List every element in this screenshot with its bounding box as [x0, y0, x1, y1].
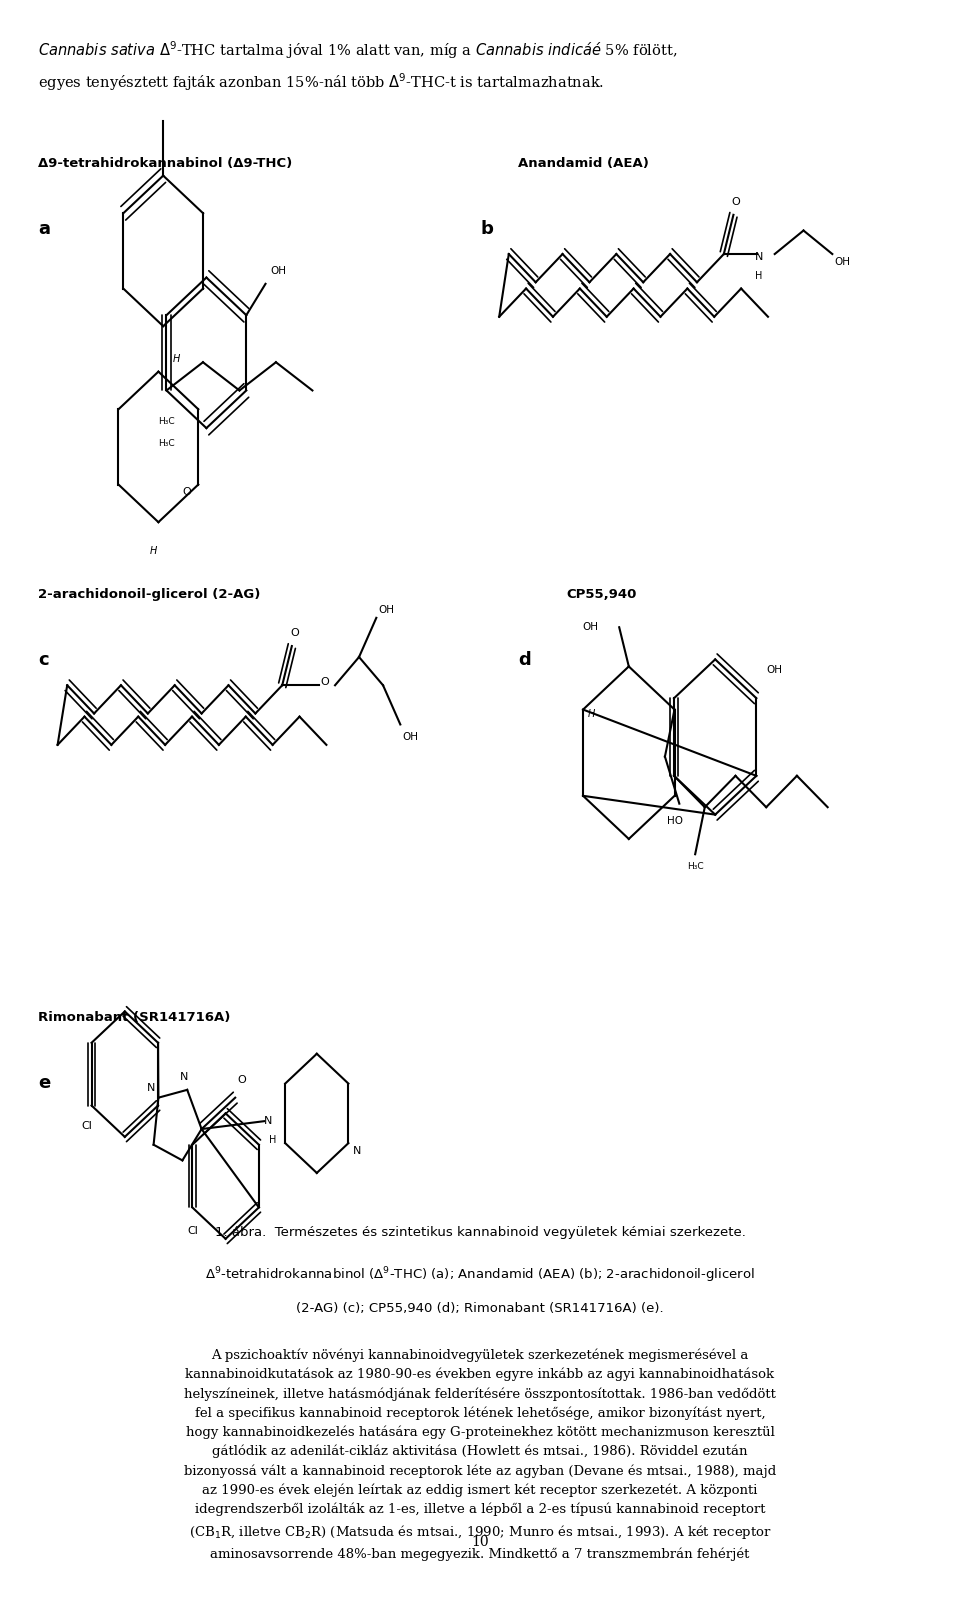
Text: 2-arachidonoil-glicerol (2-AG): 2-arachidonoil-glicerol (2-AG) [38, 588, 261, 601]
Text: CP55,940: CP55,940 [566, 588, 636, 601]
Text: OH: OH [378, 604, 395, 615]
Text: OH: OH [582, 622, 598, 632]
Text: e: e [38, 1073, 51, 1093]
Text: N: N [180, 1072, 188, 1082]
Text: A pszichoaktív növényi kannabinoidvegyületek szerkezetének megismerésével a
kann: A pszichoaktív növényi kannabinoidvegyül… [184, 1348, 776, 1560]
Text: H₃C: H₃C [686, 861, 704, 871]
Text: H: H [588, 709, 595, 720]
Text: Anandamid (AEA): Anandamid (AEA) [518, 157, 649, 170]
Text: H: H [173, 354, 180, 365]
Text: O: O [182, 487, 191, 498]
Text: N: N [353, 1146, 362, 1155]
Text: H₃C: H₃C [157, 439, 175, 448]
Text: c: c [38, 651, 49, 669]
Text: N: N [147, 1083, 155, 1093]
Text: O: O [321, 677, 329, 688]
Text: OH: OH [271, 267, 286, 276]
Text: 10: 10 [471, 1535, 489, 1549]
Text: b: b [480, 220, 492, 238]
Text: (2-AG) (c); CP55,940 (d); Rimonabant (SR141716A) (e).: (2-AG) (c); CP55,940 (d); Rimonabant (SR… [297, 1302, 663, 1315]
Text: $\it{Cannabis\ sativa}$ $\Delta^9$-THC tartalma jóval 1% alatt van, míg a $\it{C: $\it{Cannabis\ sativa}$ $\Delta^9$-THC t… [38, 39, 678, 93]
Text: Rimonabant (SR141716A): Rimonabant (SR141716A) [38, 1011, 230, 1024]
Text: OH: OH [834, 257, 851, 267]
Text: Δ9-tetrahidrokannabinol (Δ9-THC): Δ9-tetrahidrokannabinol (Δ9-THC) [38, 157, 293, 170]
Text: O: O [237, 1075, 246, 1085]
Text: H: H [269, 1135, 276, 1146]
Text: 1. ábra.  Természetes és szintetikus kannabinoid vegyületek kémiai szerkezete.: 1. ábra. Természetes és szintetikus kann… [215, 1226, 745, 1239]
Text: $\Delta^9$-tetrahidrokannabinol ($\Delta^9$-THC) (a); Anandamid (AEA) (b); 2-ara: $\Delta^9$-tetrahidrokannabinol ($\Delta… [205, 1265, 755, 1286]
Text: H₃C: H₃C [157, 418, 175, 426]
Text: H: H [150, 546, 157, 556]
Text: O: O [732, 198, 740, 207]
Text: OH: OH [766, 665, 782, 675]
Text: H: H [755, 272, 762, 281]
Text: N: N [264, 1117, 273, 1127]
Text: a: a [38, 220, 50, 238]
Text: Cl: Cl [82, 1122, 92, 1131]
Text: N: N [755, 252, 763, 262]
Text: Cl: Cl [187, 1226, 198, 1236]
Text: O: O [290, 628, 299, 638]
Text: OH: OH [402, 733, 419, 742]
Text: HO: HO [666, 816, 683, 826]
Text: d: d [518, 651, 531, 669]
